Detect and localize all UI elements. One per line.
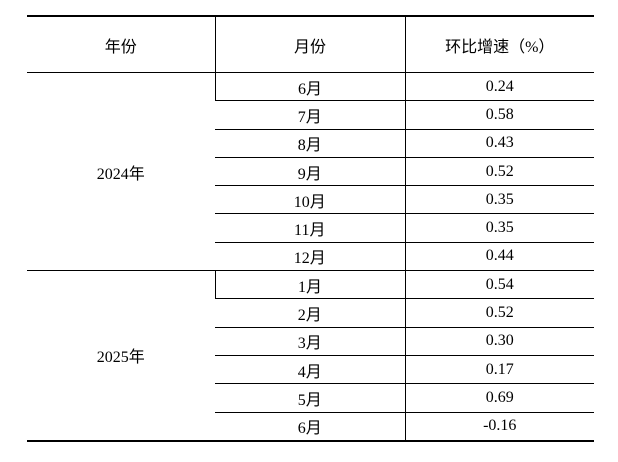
year-cell: 2024年 <box>27 71 215 271</box>
table-row: 3月 0.30 <box>27 326 594 356</box>
month-cell: 9月 <box>215 156 405 186</box>
table-row: 6月 -0.16 <box>27 411 594 441</box>
value-cell: 0.52 <box>404 298 594 328</box>
value-cell: -0.16 <box>404 411 594 441</box>
header-cell: 年份 <box>27 16 215 73</box>
value-cell: 0.52 <box>404 156 594 186</box>
table-header: 年份 月份 环比增速（%） <box>27 16 594 73</box>
value-cell: 0.44 <box>404 241 594 271</box>
month-cell: 11月 <box>215 213 405 243</box>
month-cell: 7月 <box>215 100 405 130</box>
month-cell: 12月 <box>215 241 405 271</box>
header-cell: 环比增速（%） <box>404 16 594 73</box>
data-table: 年份 月份 环比增速（%） 2024年 6月 0.24 7月 0.58 8月 0.43 9月 0.5… <box>27 15 594 442</box>
value-cell: 0.35 <box>404 213 594 243</box>
month-cell: 1月 <box>214 270 405 299</box>
value-cell: 0.69 <box>404 383 594 413</box>
table-row: 2月 0.52 <box>27 298 594 328</box>
month-cell: 4月 <box>215 354 405 384</box>
month-cell: 6月 <box>214 71 405 101</box>
table-row: 4月 0.17 <box>27 354 594 384</box>
table-row: 7月 0.58 <box>27 100 594 130</box>
table-row: 5月 0.69 <box>27 383 594 413</box>
value-cell: 0.30 <box>404 326 594 356</box>
value-cell: 0.43 <box>404 128 594 158</box>
table-row: 9月 0.52 <box>27 156 594 186</box>
header-cell: 月份 <box>214 16 405 73</box>
table-row: 8月 0.43 <box>27 128 594 158</box>
month-cell: 2月 <box>215 298 405 328</box>
table-row: 11月 0.35 <box>27 213 594 243</box>
month-cell: 6月 <box>215 411 405 441</box>
month-cell: 5月 <box>215 383 405 413</box>
year-cell: 2025年 <box>27 270 215 441</box>
value-cell: 0.54 <box>404 270 594 299</box>
value-cell: 0.24 <box>404 71 594 101</box>
table-body: 2024年 6月 0.24 7月 0.58 8月 0.43 9月 0.52 10月 0.35 11月 0… <box>27 71 594 441</box>
table-row: 2024年 6月 0.24 <box>27 71 594 271</box>
month-cell: 8月 <box>215 128 405 158</box>
value-cell: 0.58 <box>404 100 594 130</box>
month-cell: 10月 <box>215 185 405 214</box>
header-row: 年份 月份 环比增速（%） <box>27 16 594 73</box>
value-cell: 0.17 <box>404 354 594 384</box>
table-row: 2025年 1月 0.54 <box>27 270 594 441</box>
table-row: 12月 0.44 <box>27 241 594 271</box>
value-cell: 0.35 <box>404 185 594 214</box>
month-cell: 3月 <box>215 326 405 356</box>
table-row: 10月 0.35 <box>27 185 594 214</box>
